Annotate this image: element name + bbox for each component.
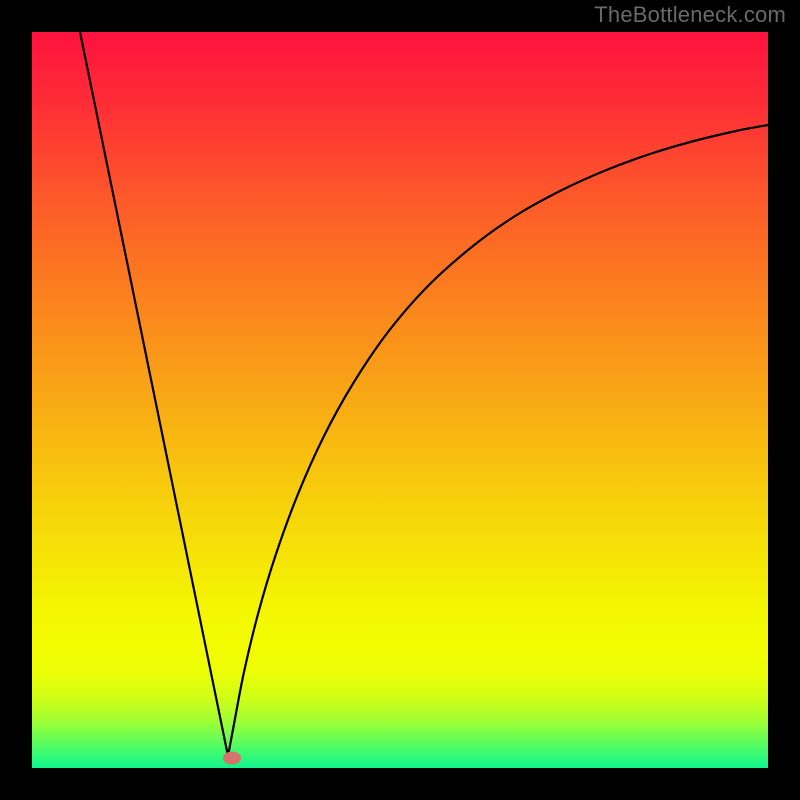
plot-background bbox=[32, 32, 768, 768]
chart-container: TheBottleneck.com bbox=[0, 0, 800, 800]
optimal-point-marker bbox=[223, 752, 241, 765]
watermark-text: TheBottleneck.com bbox=[594, 2, 786, 28]
chart-svg bbox=[0, 0, 800, 800]
